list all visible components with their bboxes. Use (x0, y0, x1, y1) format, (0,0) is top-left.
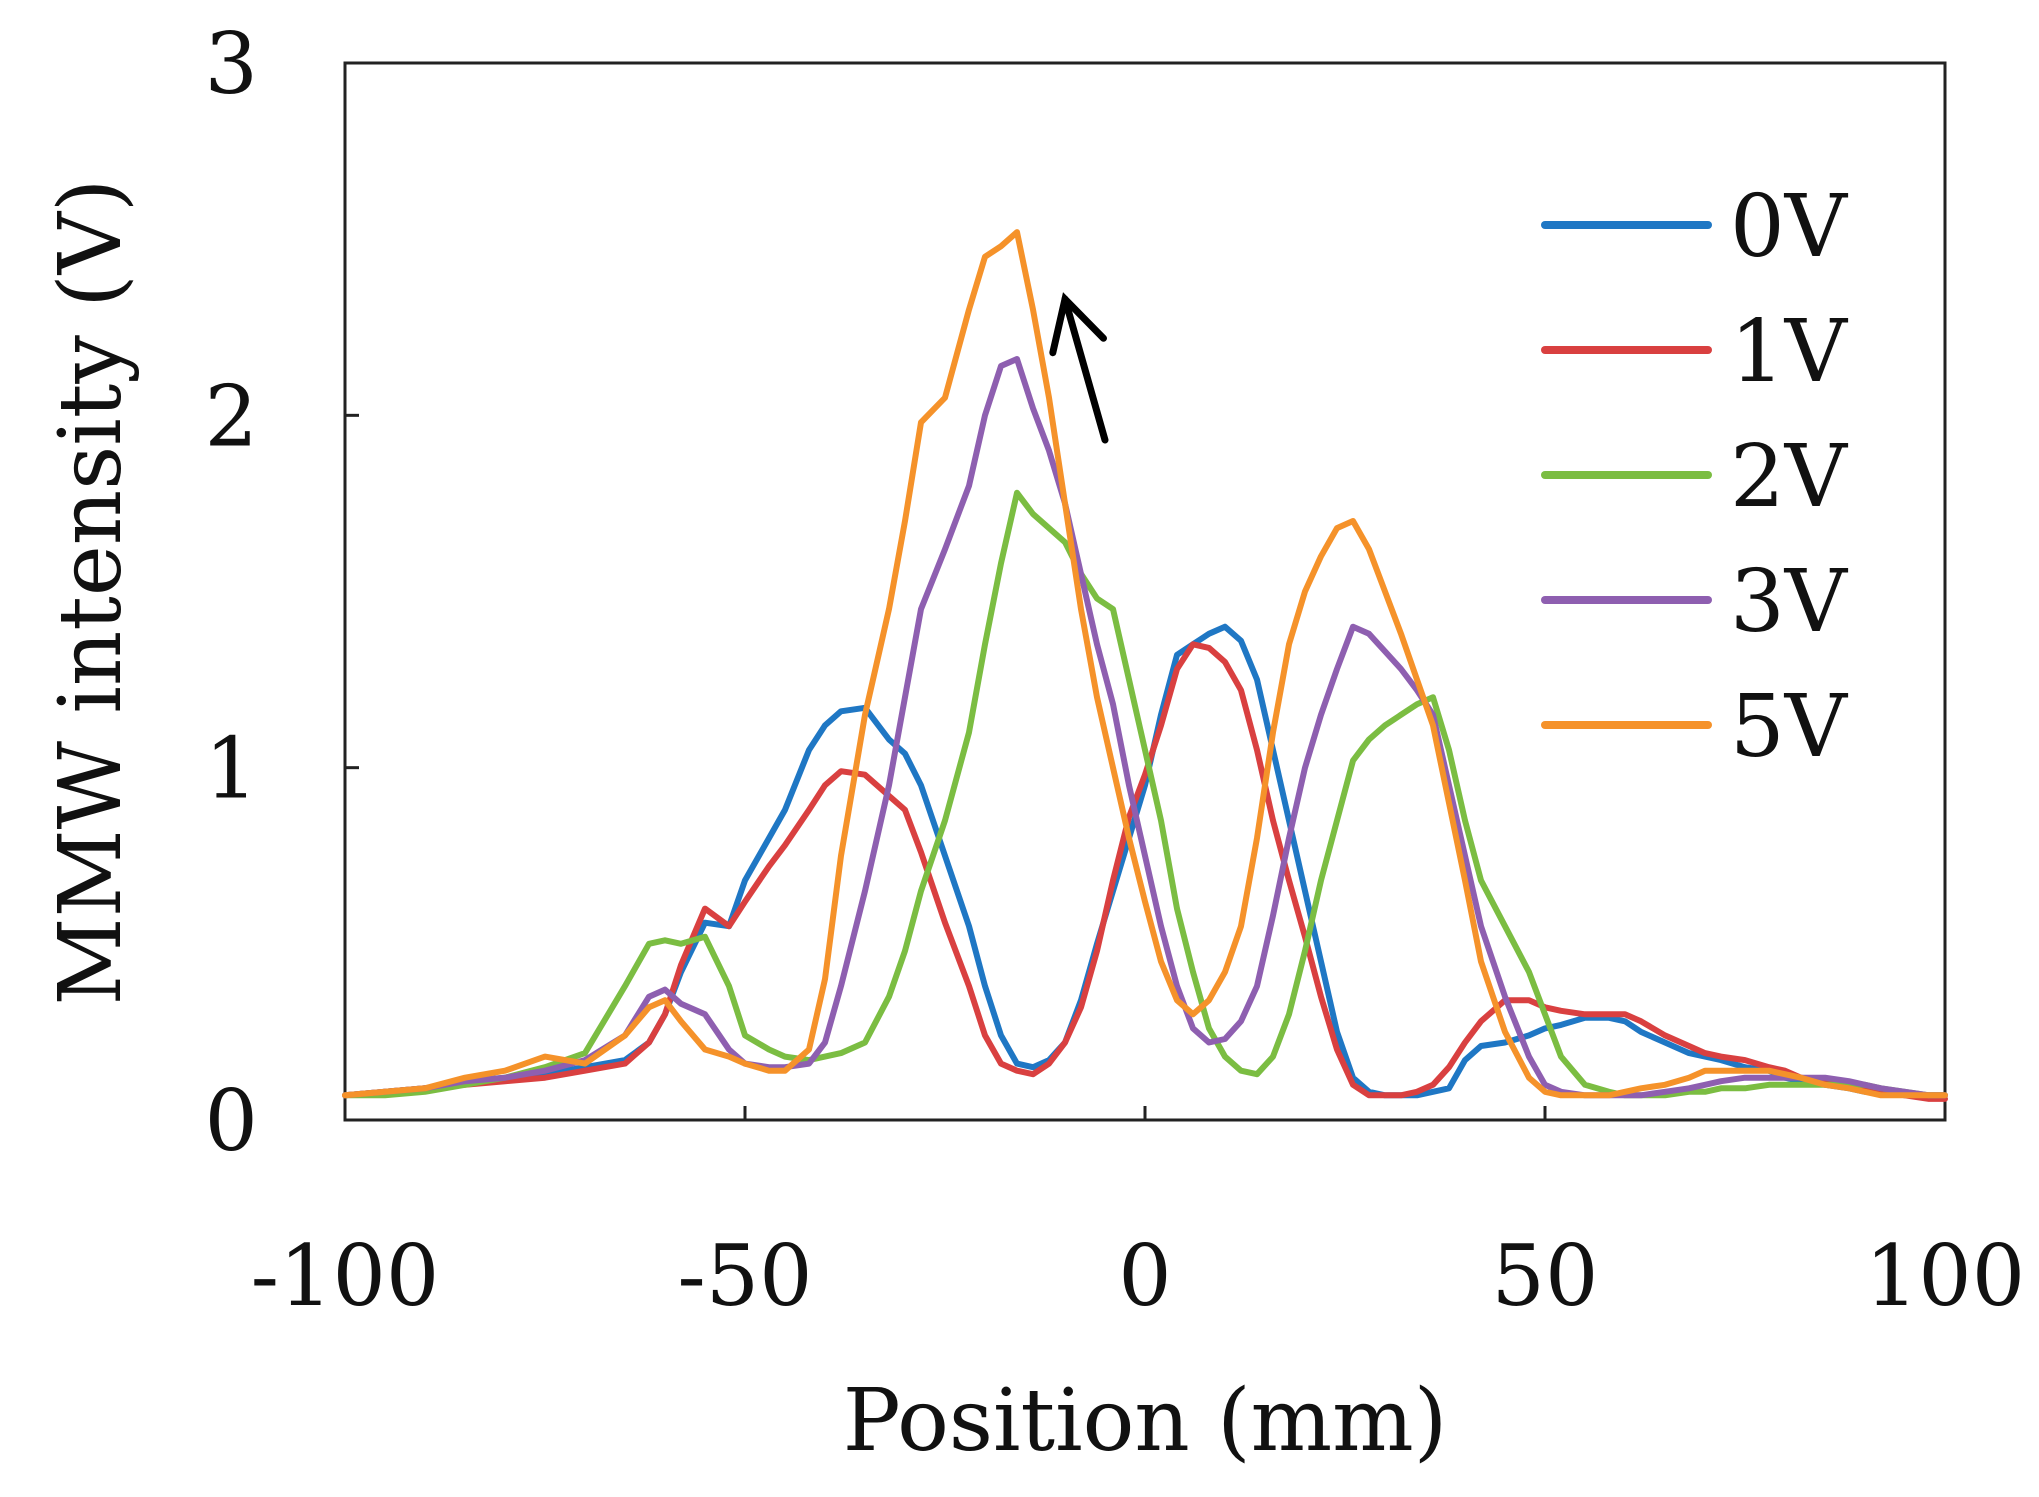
legend-label-3V: 3V (1730, 552, 1849, 652)
y-tick-label: 2 (205, 367, 258, 465)
series-line-5V (342, 229, 1948, 1099)
legend-label-5V: 5V (1730, 677, 1849, 777)
legend-label-2V: 2V (1730, 427, 1849, 527)
x-tick-label: 100 (1865, 1227, 2025, 1325)
y-tick-label: 3 (205, 15, 258, 113)
x-tick-label: 50 (1492, 1227, 1599, 1325)
y-tick-label: 1 (205, 720, 258, 818)
arrow-shaft (1061, 295, 1109, 444)
legend: 0V 1V 2V 3V 5V (1541, 177, 1849, 777)
y-tick-label: 0 (205, 1072, 258, 1170)
series-group (342, 229, 1948, 1102)
y-axis-title: MMW intensity (V) (41, 179, 141, 1006)
legend-label-1V: 1V (1730, 302, 1849, 402)
x-tick-label: 0 (1118, 1227, 1171, 1325)
axis-ticks: -100 -50 0 50 100 0 1 2 3 (205, 15, 2026, 1325)
annotation-arrow (1049, 292, 1109, 444)
x-tick-label: -100 (251, 1227, 440, 1325)
arrow-head (1049, 292, 1107, 357)
series-line-0V (342, 623, 1948, 1099)
legend-label-0V: 0V (1730, 177, 1849, 277)
x-tick-label: -50 (677, 1227, 812, 1325)
series-line-1V (342, 641, 1948, 1102)
x-axis-title: Position (mm) (843, 1371, 1448, 1471)
